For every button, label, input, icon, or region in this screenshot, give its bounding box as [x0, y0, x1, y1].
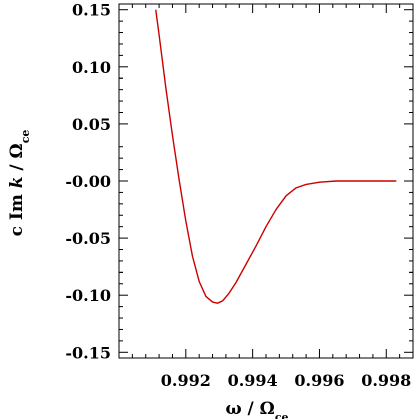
y-tick-label: -0.05: [65, 229, 111, 248]
series-line-0: [155, 9, 397, 304]
tick-labels: 0.15 0.10 0.05 -0.00 -0.05 -0.10 -0.15 0.992 0.9…: [65, 1, 411, 390]
y-tick-label: 0.10: [72, 58, 111, 77]
y-tick-label: 0.15: [72, 1, 111, 20]
x-tick-label: 0.996: [294, 371, 344, 390]
y-tick-label: -0.00: [65, 172, 111, 191]
x-tick-label: 0.998: [361, 371, 411, 390]
y-axis-label: c Im k / Ωce: [7, 130, 32, 237]
y-tick-label: -0.15: [65, 343, 111, 362]
y-tick-label: 0.05: [72, 115, 111, 134]
ticks: [119, 4, 414, 358]
y-tick-label: -0.10: [65, 286, 111, 305]
x-tick-label: 0.992: [161, 371, 211, 390]
x-tick-label: 0.994: [228, 371, 278, 390]
x-axis-label: ω / Ωce: [225, 399, 288, 419]
series-layer: [155, 9, 397, 304]
